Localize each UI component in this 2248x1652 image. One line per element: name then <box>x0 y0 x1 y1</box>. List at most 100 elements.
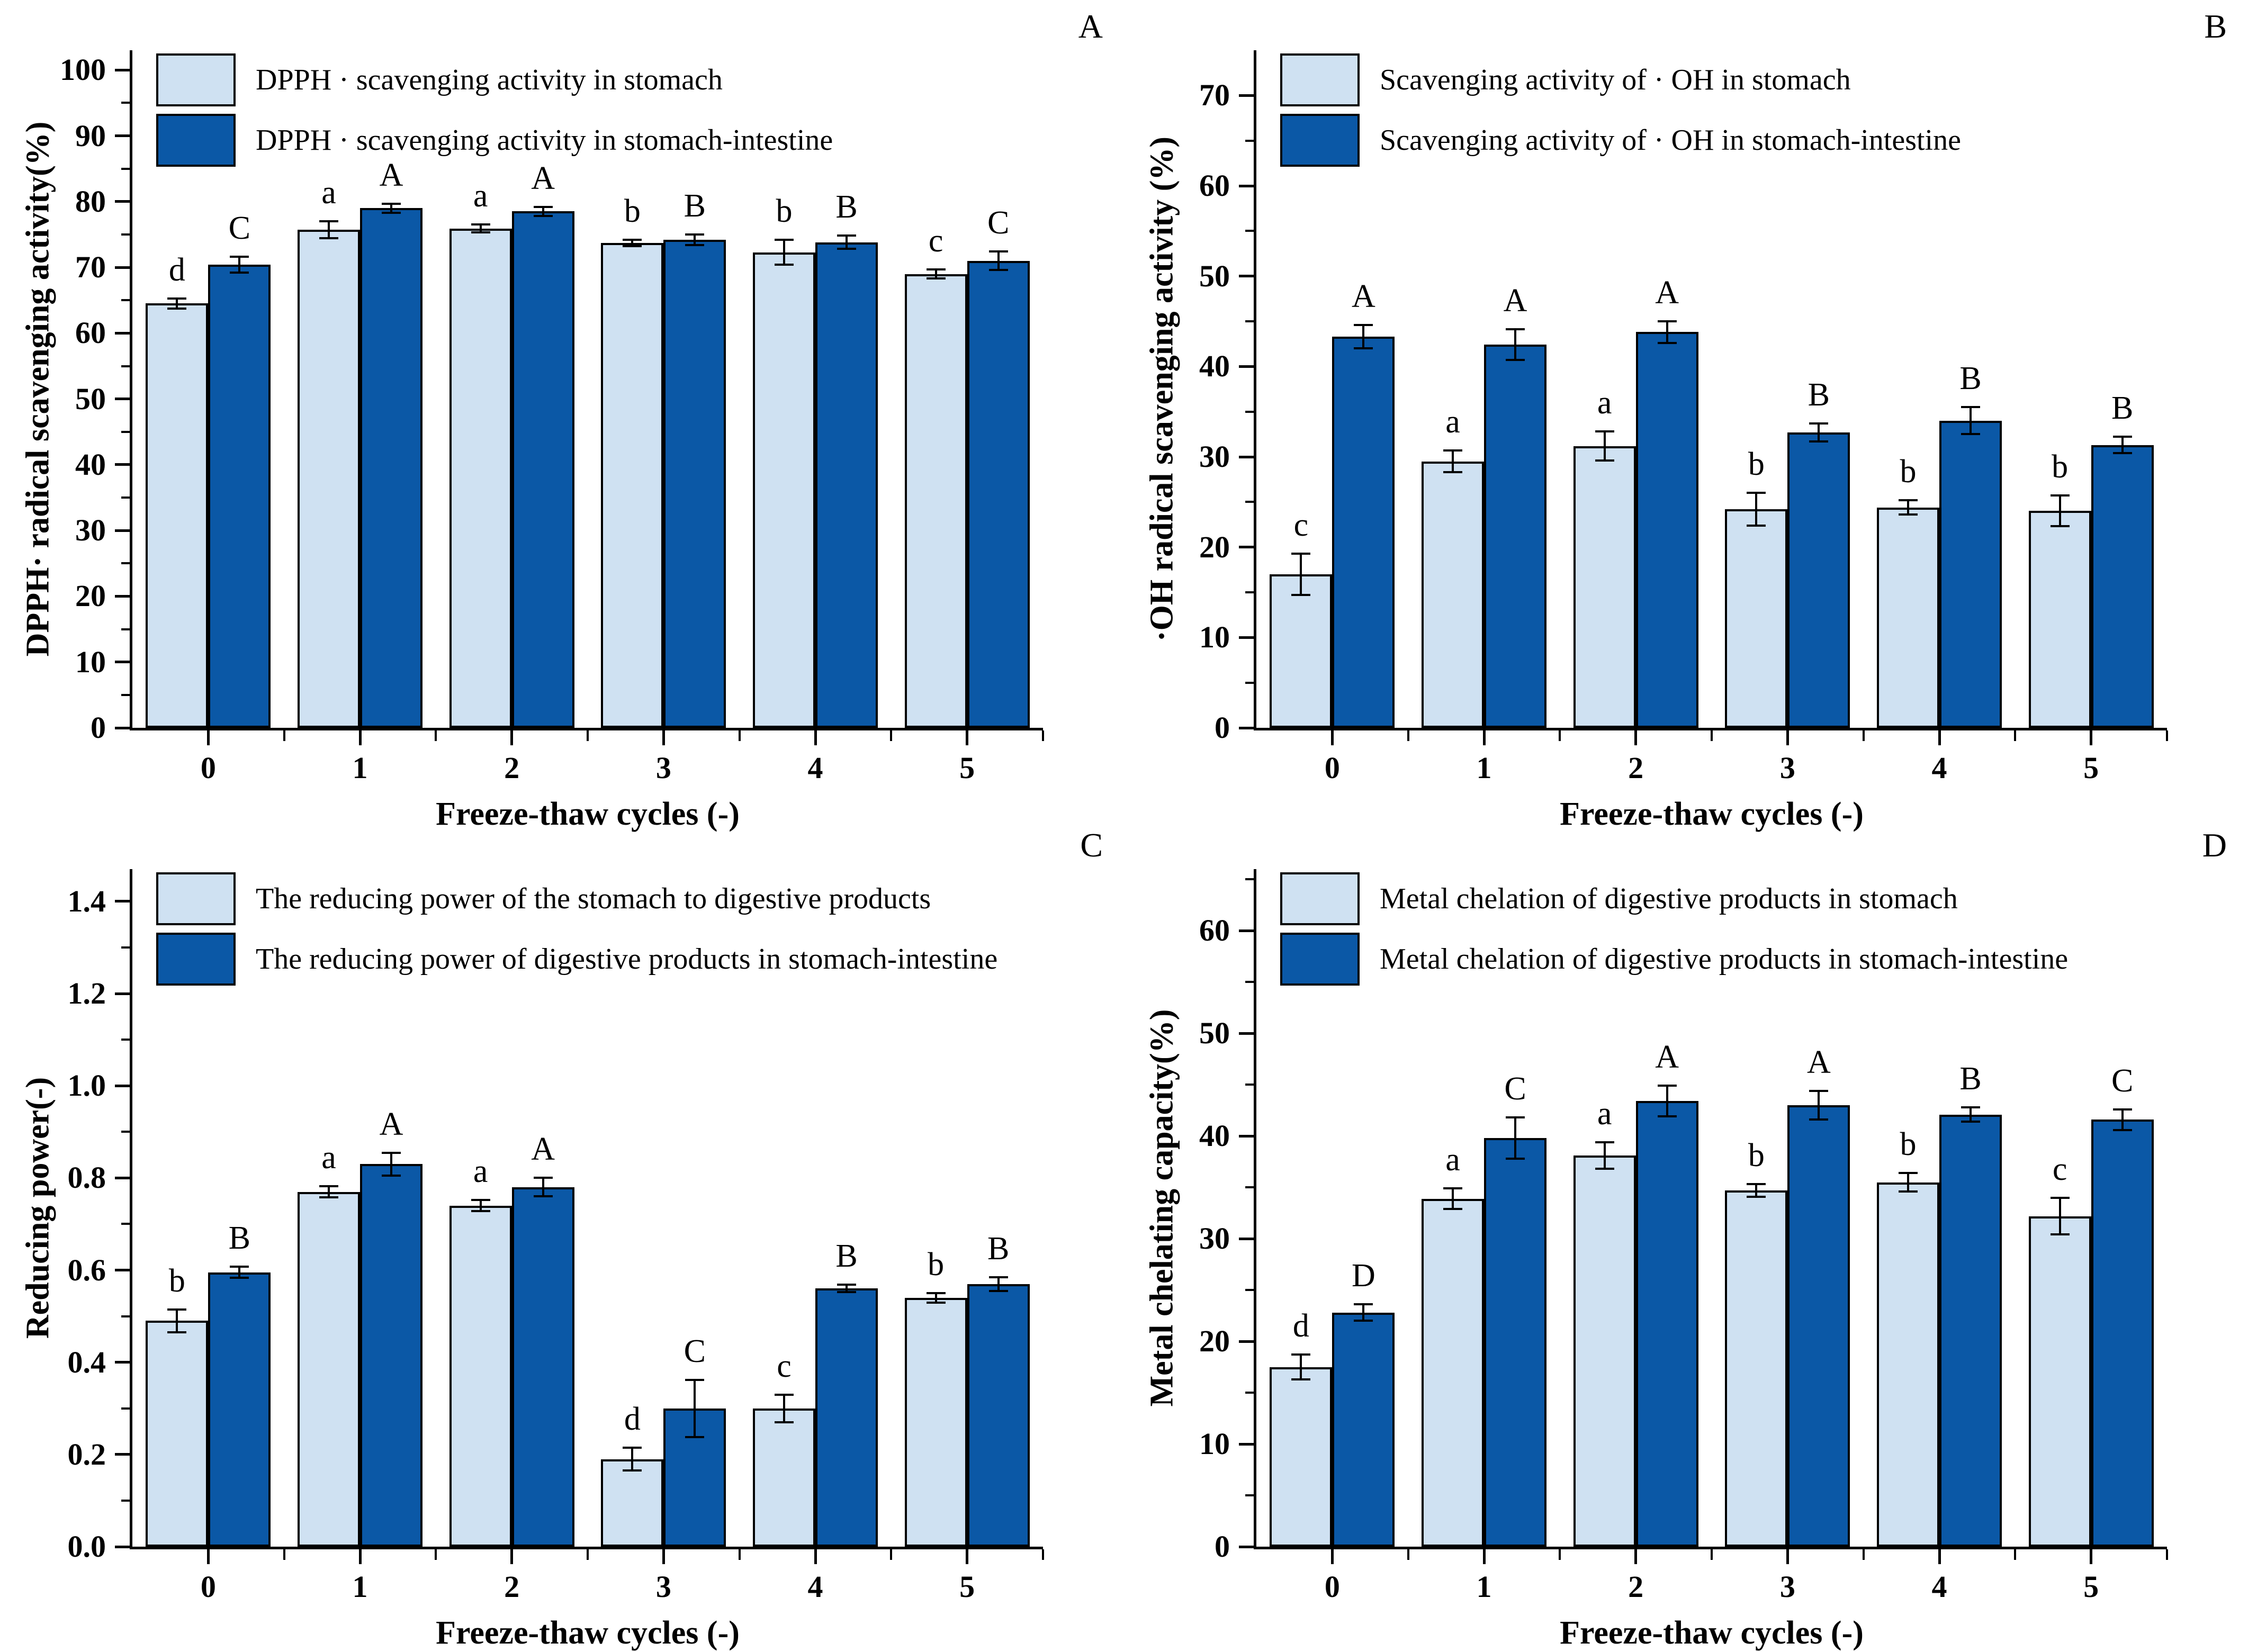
significance-letter: B <box>1959 1060 1982 1097</box>
x-boundary-tick <box>1862 1549 1865 1560</box>
bar <box>1484 1138 1546 1547</box>
error-bar-cap <box>1291 594 1311 597</box>
error-bar-cap <box>1747 524 1766 527</box>
x-boundary-tick <box>1407 730 1409 741</box>
significance-letter: B <box>1959 360 1982 397</box>
y-tick <box>115 1453 130 1456</box>
y-minor-tick <box>121 365 130 367</box>
x-tick <box>814 730 817 745</box>
x-tick-label: 4 <box>807 751 823 785</box>
error-bar-cap <box>319 1185 338 1188</box>
error-bar-cap <box>988 1289 1008 1292</box>
error-bar-cap <box>837 248 856 250</box>
y-tick <box>115 331 130 335</box>
error-bar-cap <box>1899 1172 1918 1175</box>
x-tick-label: 0 <box>200 751 216 785</box>
y-minor-tick <box>121 233 130 236</box>
error-bar-cap <box>1506 1116 1525 1119</box>
x-tick <box>662 730 665 745</box>
chart-panel-D: D 0 10 20 30 40 50 60 0 1 2 3 4 5 d a a b b c D C A A B C Metal ch… <box>1124 819 2248 1651</box>
error-bar-cap <box>382 1151 401 1154</box>
y-tick <box>1239 1545 1254 1548</box>
bar <box>208 265 271 728</box>
y-tick <box>115 529 130 532</box>
error-bar-cap <box>2050 525 2070 528</box>
y-tick <box>115 992 130 995</box>
significance-letter: A <box>1655 1039 1679 1076</box>
bar <box>298 1191 360 1547</box>
plot-area: 0 10 20 30 40 50 60 70 80 90 100 0 1 2 3 4 5 d a a b b c C A A B B C… <box>20 50 1044 832</box>
significance-letter: b <box>928 1247 945 1283</box>
panel-letter: D <box>2202 826 2227 864</box>
legend: Metal chelation of digestive products in… <box>1280 872 2068 993</box>
x-boundary-tick <box>283 1549 285 1560</box>
legend-item: Scavenging activity of · OH in stomach <box>1280 53 1961 106</box>
error-bar-cap <box>1354 1303 1373 1306</box>
y-tick <box>1239 726 1254 729</box>
error-bar-cap <box>926 277 946 280</box>
significance-letter: a <box>473 178 488 214</box>
error-bar-cap <box>988 250 1008 253</box>
significance-letter: b <box>168 1262 185 1299</box>
x-tick <box>1634 1549 1638 1564</box>
y-tick <box>115 266 130 269</box>
x-tick-label: 0 <box>1324 751 1340 785</box>
error-bar <box>997 1277 1000 1291</box>
y-axis-title: DPPH· radical scavenging activity(%) <box>20 121 56 657</box>
significance-letter: a <box>1445 404 1460 440</box>
x-tick <box>1786 730 1789 745</box>
significance-letter: C <box>228 210 250 247</box>
error-bar-cap <box>1747 1195 1766 1198</box>
error-bar-cap <box>2050 494 2070 497</box>
significance-letter: B <box>835 189 858 225</box>
y-tick-label: 0 <box>91 710 106 745</box>
error-bar-cap <box>471 223 490 226</box>
y-tick-label: 20 <box>1199 1324 1230 1359</box>
significance-letter: C <box>987 205 1010 241</box>
bar <box>1573 446 1636 728</box>
significance-letter: c <box>928 222 943 259</box>
error-bar <box>1818 423 1820 441</box>
x-tick-label: 1 <box>352 751 368 785</box>
error-bar <box>783 1394 785 1422</box>
x-tick <box>662 1549 665 1564</box>
significance-letter: A <box>1503 283 1527 319</box>
bar <box>2028 1216 2091 1547</box>
legend-item: DPPH · scavenging activity in stomach-in… <box>156 114 833 167</box>
y-minor-tick <box>121 693 130 696</box>
x-boundary-tick <box>2166 1549 2168 1560</box>
significance-letter: A <box>1806 1044 1831 1080</box>
error-bar <box>328 1186 330 1197</box>
y-tick <box>115 134 130 138</box>
y-tick-label: 10 <box>1199 1427 1230 1461</box>
error-bar-cap <box>1657 320 1677 322</box>
y-tick <box>1239 636 1254 639</box>
x-boundary-tick <box>1711 730 1713 741</box>
y-tick <box>1239 1134 1254 1138</box>
y-tick-label: 80 <box>75 184 106 219</box>
error-bar <box>390 203 392 213</box>
significance-letter: A <box>1351 278 1375 314</box>
error-bar <box>1514 1117 1516 1159</box>
error-bar-cap <box>2112 452 2132 455</box>
significance-letter: C <box>2111 1062 2134 1099</box>
error-bar-cap <box>533 215 553 218</box>
error-bar <box>694 234 696 245</box>
error-bar <box>997 251 1000 270</box>
x-tick-label: 4 <box>1931 751 1947 785</box>
error-bar <box>176 1309 178 1333</box>
x-tick <box>2090 1549 2093 1564</box>
y-minor-tick <box>121 1131 130 1133</box>
bar <box>511 1187 574 1547</box>
error-bar <box>1970 407 1972 435</box>
error-bar-cap <box>623 1446 642 1449</box>
x-tick-label: 3 <box>655 751 671 785</box>
error-bar <box>2121 437 2124 454</box>
significance-letter: c <box>777 1348 792 1384</box>
x-axis <box>1254 1547 2167 1549</box>
bar <box>208 1272 271 1547</box>
error-bar-cap <box>926 268 946 270</box>
y-tick-label: 0.6 <box>67 1252 106 1287</box>
x-tick <box>510 730 514 745</box>
error-bar-cap <box>167 1331 187 1334</box>
